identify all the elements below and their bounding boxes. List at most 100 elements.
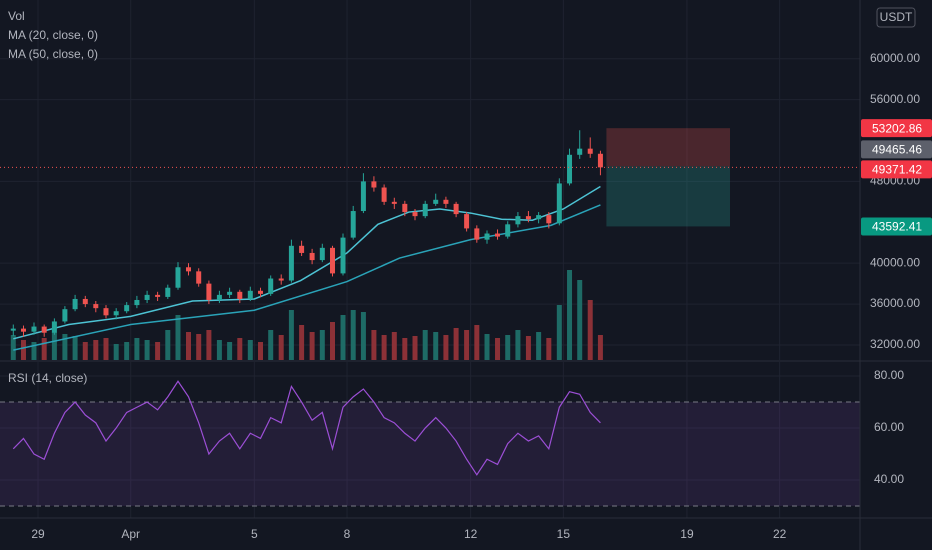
volume-bar <box>371 330 377 360</box>
candle-body <box>113 311 119 316</box>
unit-badge[interactable] <box>876 7 916 28</box>
candle-body <box>51 321 57 333</box>
volume-bar <box>556 305 562 360</box>
y-tick-label: 60000.00 <box>870 51 920 65</box>
volume-bar <box>227 342 233 360</box>
volume-bar <box>505 335 511 360</box>
candle-body <box>103 308 109 316</box>
volume-bar <box>495 338 501 360</box>
volume-bar <box>206 330 212 360</box>
x-tick-label: 5 <box>251 527 258 541</box>
volume-bar <box>247 340 253 360</box>
y-tick-label: 56000.00 <box>870 92 920 106</box>
candle-body <box>31 326 37 332</box>
volume-bar <box>258 342 264 360</box>
candle-body <box>124 305 130 312</box>
candle-body <box>350 211 356 238</box>
x-tick-label: 19 <box>680 527 694 541</box>
candle-body <box>360 181 366 212</box>
y-tick-label: 40000.00 <box>870 255 920 269</box>
unit-label: USDT <box>880 10 913 24</box>
volume-bar <box>546 338 552 360</box>
price-label-bg <box>861 160 932 179</box>
candle-body <box>536 215 542 220</box>
rsi-band <box>0 402 860 507</box>
volume-bar <box>412 336 418 360</box>
volume-bar <box>299 325 305 360</box>
rsi-tick-label: 40.00 <box>874 472 904 486</box>
candle-body <box>144 294 150 300</box>
candle-body <box>464 214 470 229</box>
candle-body <box>93 304 99 309</box>
target-zone <box>606 166 730 227</box>
candle-body <box>391 201 397 204</box>
candle-body <box>546 215 552 224</box>
ma-line <box>13 185 601 340</box>
x-tick-label: 8 <box>344 527 351 541</box>
candle-body <box>505 224 511 237</box>
price-label: 53202.86 <box>872 121 922 135</box>
volume-bar <box>464 330 470 360</box>
y-tick-label: 36000.00 <box>870 296 920 310</box>
volume-bar <box>134 338 140 360</box>
stop-zone <box>606 128 730 167</box>
candle-body <box>82 298 88 305</box>
candle-body <box>268 278 274 294</box>
volume-bar <box>41 338 47 360</box>
volume-bar <box>433 332 439 360</box>
candle-body <box>587 148 593 154</box>
candle-body <box>556 183 562 224</box>
volume-bar <box>350 310 356 360</box>
candle-body <box>412 212 418 217</box>
volume-bar <box>175 315 181 360</box>
candle-body <box>309 252 315 261</box>
volume-bar <box>567 270 573 360</box>
candle-body <box>422 203 428 217</box>
volume-bar <box>113 344 119 360</box>
volume-bar <box>186 332 192 360</box>
candle-body <box>206 283 212 300</box>
volume-legend: Vol <box>8 9 25 23</box>
candle-body <box>453 203 459 215</box>
price-label: 49371.42 <box>872 163 922 177</box>
candle-body <box>597 153 603 168</box>
volume-bar <box>381 335 387 360</box>
candle-body <box>216 294 222 300</box>
rsi-legend: RSI (14, close) <box>8 371 87 385</box>
candle-body <box>165 287 171 297</box>
candle-body <box>278 278 284 281</box>
volume-bar <box>402 338 408 360</box>
volume-bar <box>31 342 37 360</box>
ma-legend: MA (20, close, 0) <box>8 28 98 42</box>
volume-bar <box>288 310 294 360</box>
volume-bar <box>453 328 459 360</box>
candle-body <box>515 216 521 225</box>
volume-bar <box>20 340 26 360</box>
candle-body <box>62 309 68 322</box>
volume-bar <box>51 332 57 360</box>
volume-bar <box>360 312 366 360</box>
volume-bar <box>422 330 428 360</box>
candle-body <box>484 233 490 240</box>
candle-body <box>20 328 26 332</box>
volume-bar <box>93 340 99 360</box>
candle-body <box>525 216 531 220</box>
ma-legend: MA (50, close, 0) <box>8 47 98 61</box>
candle-body <box>288 245 294 281</box>
rsi-line <box>12 380 601 476</box>
volume-bar <box>309 332 315 360</box>
price-label: 43592.41 <box>872 220 922 234</box>
candle-body <box>340 237 346 274</box>
volume-bar <box>525 336 531 360</box>
x-tick-label: 29 <box>31 527 45 541</box>
volume-bar <box>82 342 88 360</box>
volume-bar <box>340 315 346 360</box>
candle-body <box>134 299 140 306</box>
volume-bar <box>10 335 16 360</box>
y-tick-label: 32000.00 <box>870 337 920 351</box>
candle-body <box>196 271 202 284</box>
volume-bar <box>165 330 171 360</box>
candle-body <box>567 154 573 184</box>
volume-bar <box>216 340 222 360</box>
volume-bar <box>103 338 109 360</box>
